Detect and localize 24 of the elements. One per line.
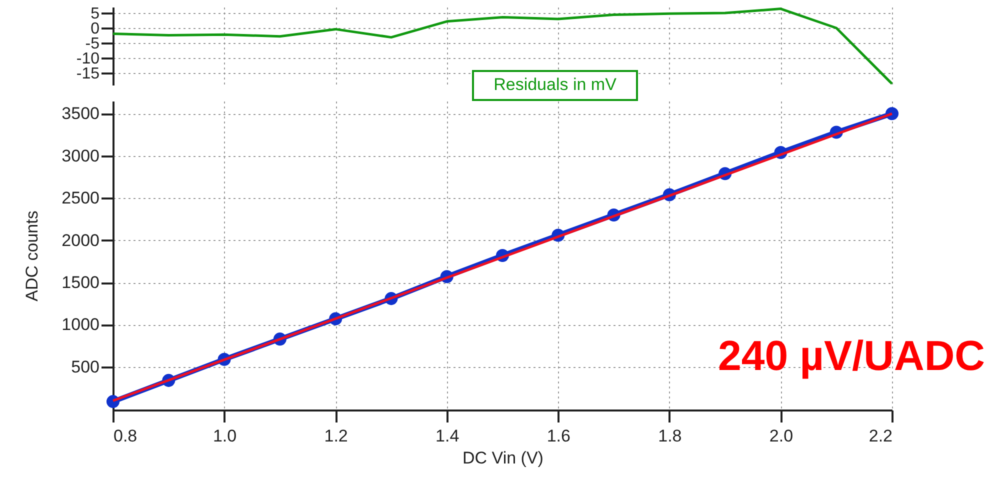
- y-tick-label: -5: [85, 36, 100, 52]
- x-axis-title: DC Vin (V): [462, 448, 544, 468]
- y-tick-label: 2500: [62, 188, 100, 208]
- annotation: Residuals in mV: [494, 75, 618, 94]
- x-tick-label: 1.4: [436, 426, 460, 446]
- y-tick-label: -15: [76, 66, 100, 82]
- y-tick-label: 2000: [62, 230, 100, 250]
- x-tick-label: 1.0: [212, 426, 237, 446]
- y-tick-label: 1500: [62, 273, 100, 292]
- x-tick-label: 0.8: [114, 426, 138, 446]
- y-tick-label: 3000: [62, 146, 100, 166]
- x-tick-label: 2.2: [868, 426, 892, 446]
- y-tick-label: 1000: [62, 315, 100, 334]
- x-tick-label: 1.2: [324, 426, 348, 446]
- y-tick-label: -10: [76, 50, 100, 68]
- y-tick-label: 3500: [62, 104, 100, 124]
- x-tick-label: 2.0: [769, 426, 794, 446]
- y-tick-label: 5: [90, 6, 100, 22]
- annotation: 240 µV/UADC: [718, 332, 985, 379]
- x-tick-label: 1.8: [658, 426, 682, 446]
- y-tick-label: 0: [90, 20, 100, 38]
- y-tick-label: 500: [71, 357, 100, 376]
- x-tick-label: 1.6: [546, 426, 570, 446]
- y-axis-title: ADC counts: [22, 210, 42, 302]
